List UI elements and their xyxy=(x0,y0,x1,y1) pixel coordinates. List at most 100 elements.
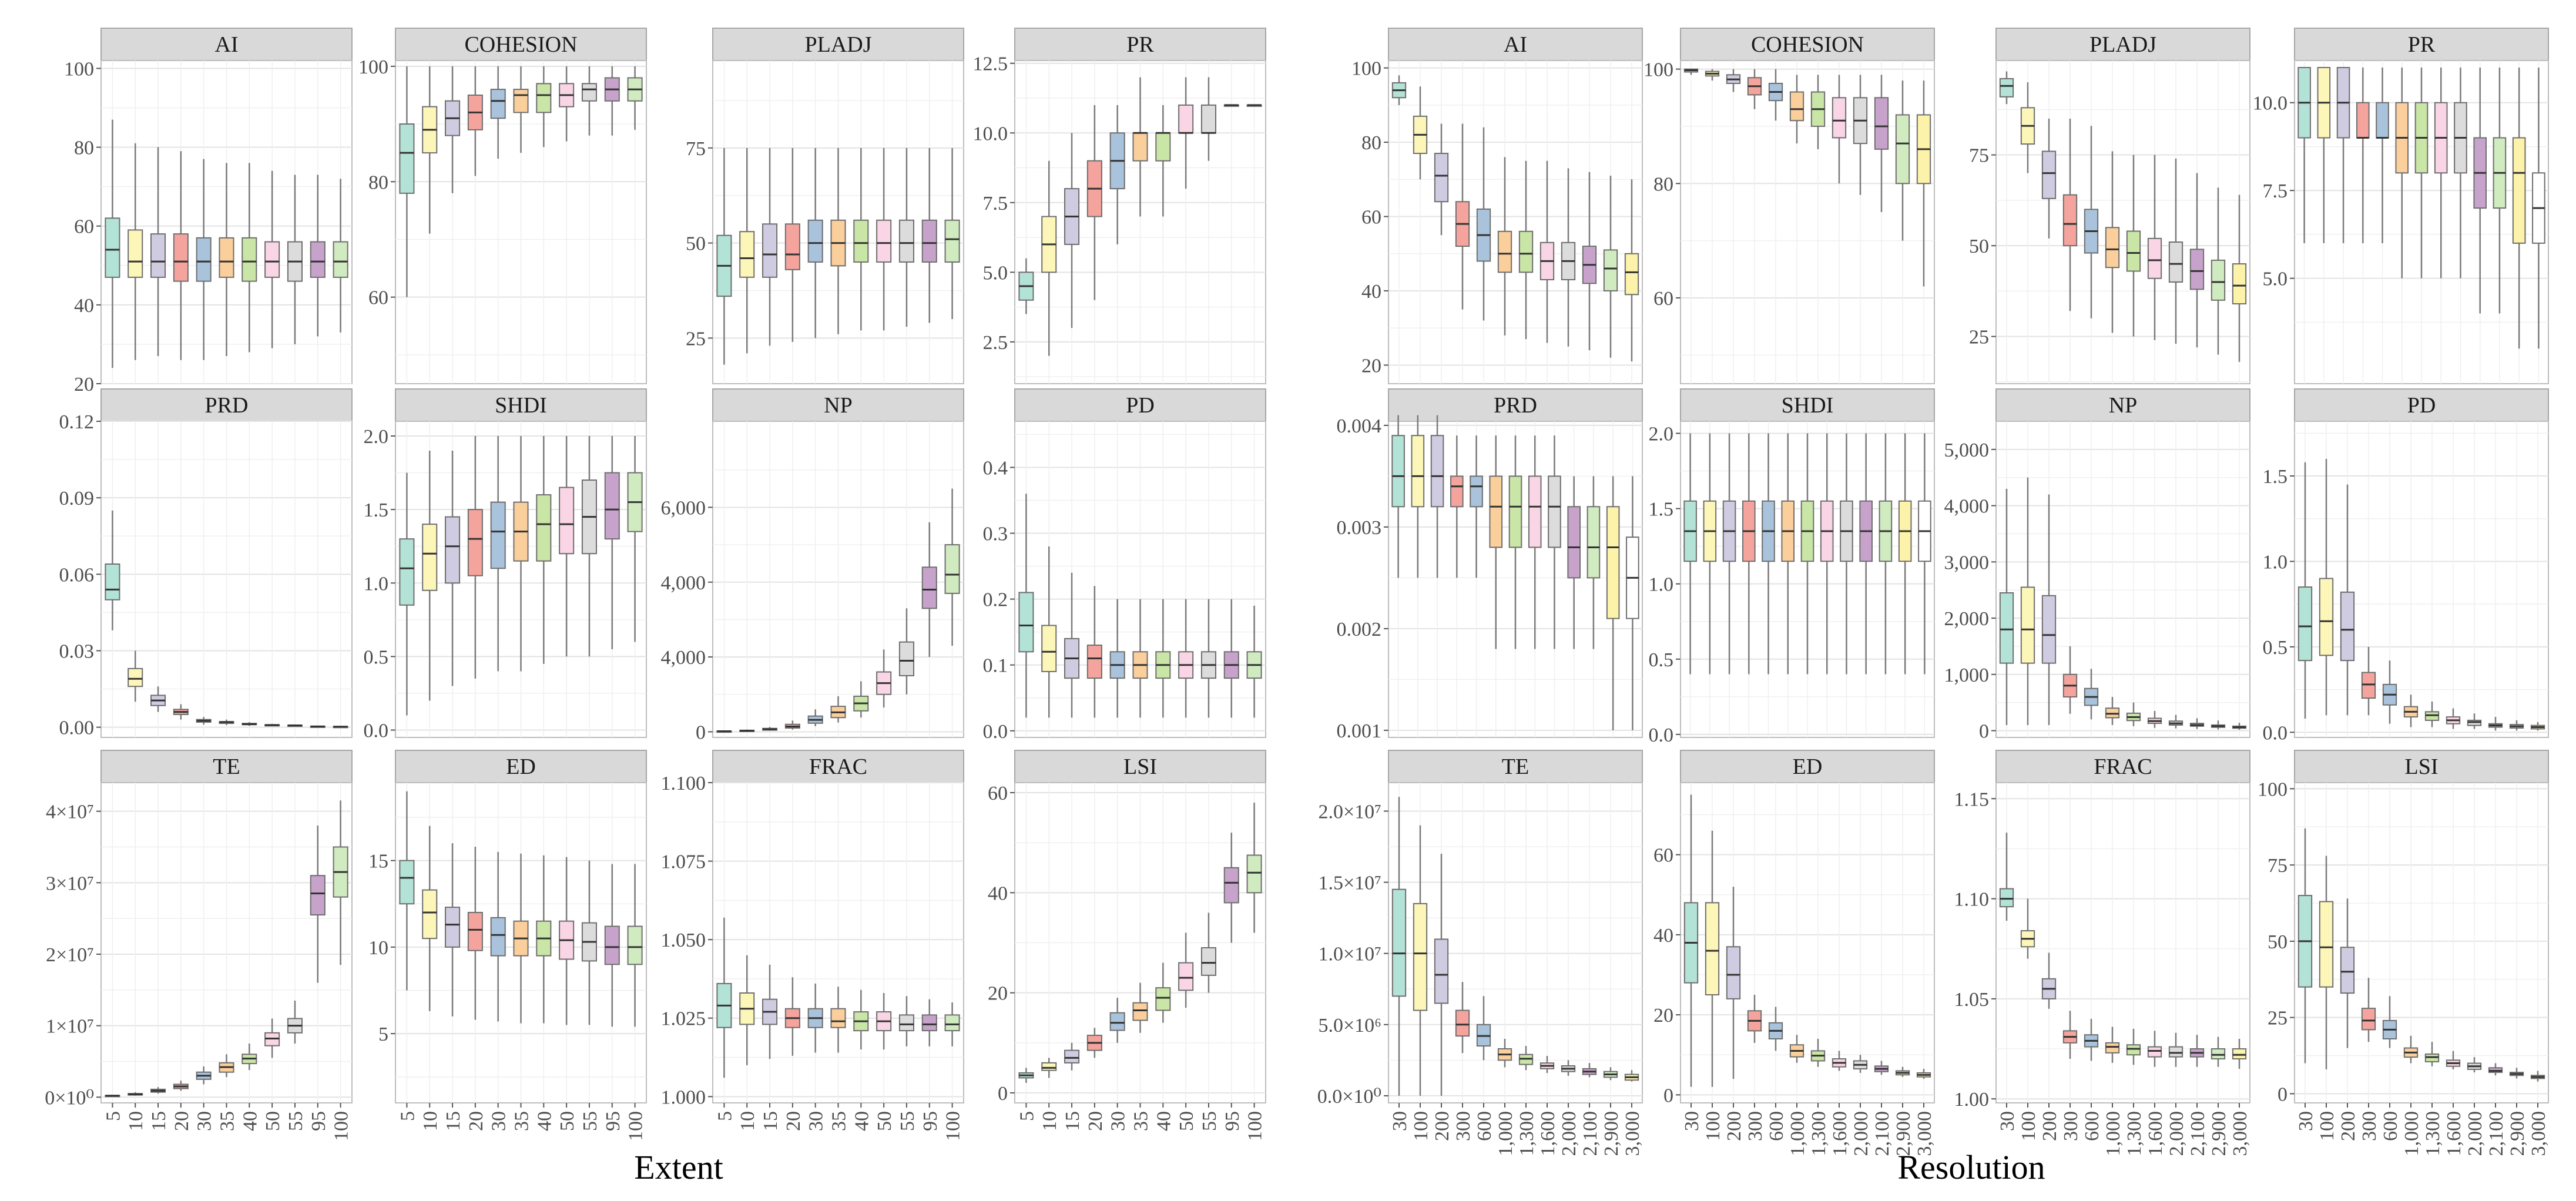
box-2,100 xyxy=(2189,1035,2205,1067)
box-1,600 xyxy=(1539,160,1555,343)
y-tick-label: 2.5 xyxy=(983,332,1008,354)
facet-strip xyxy=(1680,388,1935,422)
box-5 xyxy=(716,147,732,365)
box-1,000 xyxy=(1781,433,1795,675)
box-35 xyxy=(830,987,846,1053)
box-300 xyxy=(2361,646,2376,716)
x-tick-label: 95 xyxy=(308,1111,330,1131)
box-200 xyxy=(1722,433,1736,675)
box-20 xyxy=(173,151,189,360)
box-2,900 xyxy=(2211,187,2226,355)
y-tick-label: 2.0 xyxy=(364,426,389,448)
box-35 xyxy=(513,436,529,672)
x-tick-label: 600 xyxy=(1474,1111,1495,1141)
x-tick-label: 2,000 xyxy=(1558,1111,1580,1156)
box-body xyxy=(1567,506,1581,579)
x-tick-label: 1,600 xyxy=(1829,1111,1851,1156)
box-40 xyxy=(1155,105,1171,217)
box-1,600 xyxy=(2434,67,2448,279)
box-95 xyxy=(604,436,620,649)
box-200 xyxy=(2340,898,2355,1048)
box-100 xyxy=(1246,104,1262,107)
box-95 xyxy=(1223,833,1239,943)
resolution-panel-pladj: PLADJ 25 50 75 xyxy=(1969,28,2250,384)
box-12 xyxy=(2532,67,2545,349)
box-20 xyxy=(1086,1028,1102,1058)
box-30 xyxy=(807,147,823,338)
box-55 xyxy=(1200,599,1216,718)
box-20 xyxy=(1086,586,1102,718)
x-tick-label: 20 xyxy=(783,1111,804,1131)
box-body xyxy=(333,241,348,278)
y-tick-label: 1.0 xyxy=(1649,574,1674,596)
box-95 xyxy=(604,864,620,1027)
box-100 xyxy=(944,1002,960,1046)
x-tick-label: 200 xyxy=(1723,1111,1745,1141)
y-tick-label: 1.0 xyxy=(2263,551,2288,573)
y-tick-label: 1.025 xyxy=(661,1008,706,1030)
box-30 xyxy=(196,717,212,725)
box-300 xyxy=(2062,118,2078,311)
x-tick-label: 1,000 xyxy=(1495,1111,1517,1156)
box-100 xyxy=(2020,477,2035,725)
box-5 xyxy=(105,1095,120,1098)
x-tick-label: 300 xyxy=(1745,1111,1766,1141)
facet-grids: AI20406080100COHESION6080100PLADJ255075P… xyxy=(45,28,2550,1156)
box-1,000 xyxy=(1489,435,1503,649)
x-tick-label: 40 xyxy=(1153,1111,1175,1131)
box-body xyxy=(1155,987,1171,1011)
box-body xyxy=(310,241,326,278)
box-body xyxy=(1606,506,1620,619)
y-tick-label: 2.0 xyxy=(1649,423,1674,445)
x-tick-label: 30 xyxy=(488,1111,510,1131)
box-15 xyxy=(445,843,461,1017)
box-5 xyxy=(1018,494,1034,718)
y-tick-label: 0 xyxy=(1663,1085,1673,1106)
box-body xyxy=(1705,902,1720,996)
facet-strip xyxy=(2294,388,2549,422)
x-tick-label: 55 xyxy=(285,1111,307,1131)
box-100 xyxy=(1705,69,1720,81)
x-tick-label: 1,600 xyxy=(2145,1111,2166,1156)
box-body xyxy=(921,1014,937,1032)
box-body xyxy=(1624,253,1639,296)
box-300 xyxy=(1450,435,1464,578)
box-600 xyxy=(2376,67,2389,243)
box-600 xyxy=(2084,669,2099,720)
y-tick-label: 1.050 xyxy=(661,930,706,951)
box-1,300 xyxy=(2424,701,2440,727)
extent-figure: AI20406080100COHESION6080100PLADJ255075P… xyxy=(45,28,1266,1141)
box-body xyxy=(490,89,506,119)
box-body xyxy=(105,563,120,600)
box-30 xyxy=(2297,66,2311,243)
box-95 xyxy=(921,522,937,657)
facet-title: ED xyxy=(1793,754,1823,779)
box-30 xyxy=(490,851,506,1022)
x-tick-label: 30 xyxy=(1681,1111,1703,1131)
box-30 xyxy=(1683,68,1699,75)
y-tick-label: 7.5 xyxy=(2263,180,2288,202)
box-5 xyxy=(399,66,415,297)
box-1,300 xyxy=(2424,1042,2440,1066)
y-tick-label: 0.5 xyxy=(1649,649,1674,671)
box-3,000 xyxy=(1606,476,1620,730)
x-tick-label: 50 xyxy=(262,1111,284,1131)
box-body xyxy=(2211,259,2226,301)
box-body xyxy=(559,487,575,555)
box-body xyxy=(1489,475,1503,548)
box-body xyxy=(2041,595,2057,664)
box-1,300 xyxy=(2414,67,2429,279)
x-tick-label: 1,000 xyxy=(2102,1111,2124,1156)
y-tick-label: 0 xyxy=(696,722,706,743)
box-body xyxy=(1450,475,1464,508)
facet-strip xyxy=(712,750,964,783)
box-body xyxy=(2356,102,2370,139)
x-tick-label: 15 xyxy=(148,1111,170,1131)
y-tick-label: 0.1 xyxy=(983,655,1008,677)
resolution-panel-ai: AI 20 40 60 80 100 xyxy=(1351,28,1643,384)
box-50 xyxy=(264,724,280,727)
box-600 xyxy=(1476,996,1491,1061)
box-5 xyxy=(1018,1068,1034,1083)
x-tick-label: 5 xyxy=(714,1111,736,1121)
facet-strip xyxy=(1014,750,1266,783)
